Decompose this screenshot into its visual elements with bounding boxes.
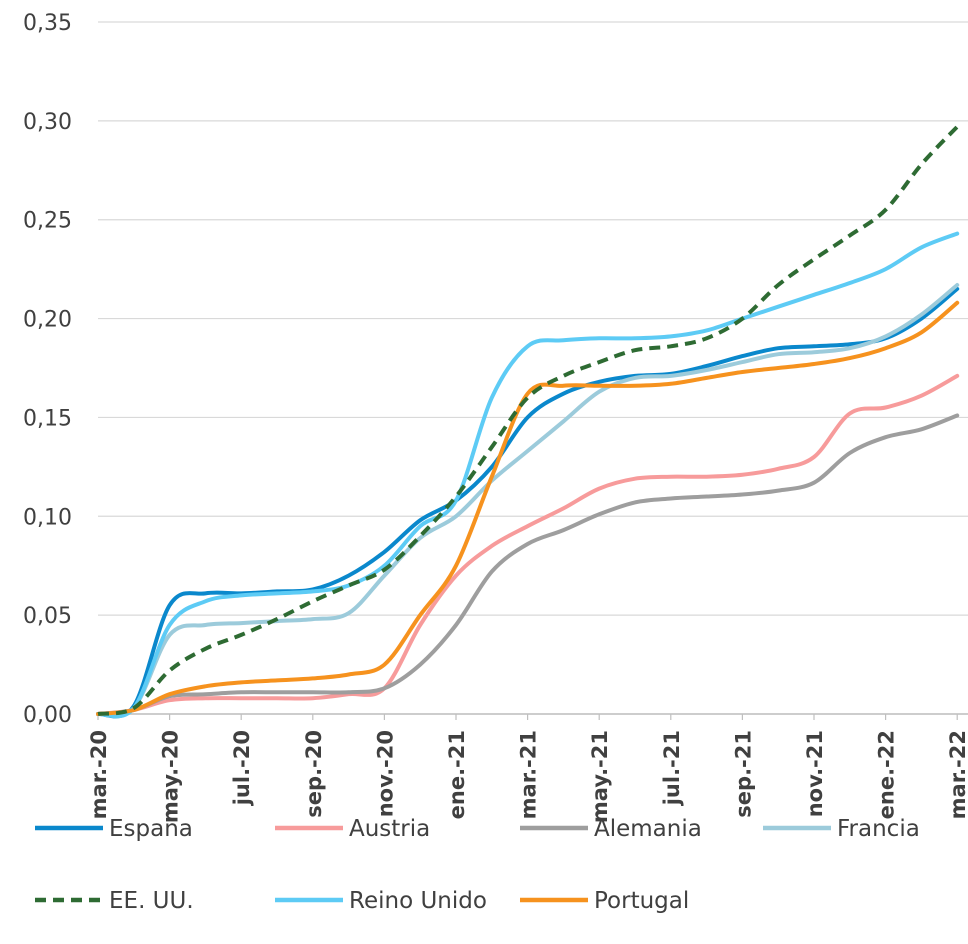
x-tick-label: sep.-20 <box>302 730 326 818</box>
legend-label: Francia <box>837 816 920 842</box>
legend-label: EE. UU. <box>109 888 194 914</box>
x-axis-tick-marks <box>97 714 958 720</box>
y-tick-label: 0,35 <box>23 11 72 36</box>
legend-label: Alemania <box>594 816 702 842</box>
y-tick-label: 0,05 <box>23 604 72 629</box>
x-tick-label: nov.-21 <box>803 730 827 817</box>
series-line <box>96 283 960 718</box>
y-tick-label: 0,20 <box>23 308 72 333</box>
series-lines <box>96 125 960 719</box>
x-axis-ticks: mar.-20 may.-20 jul.-20 sep.-20 nov.-20 ene.-… <box>87 730 968 823</box>
x-tick-label: mar.-22 <box>946 730 968 819</box>
gridlines <box>98 21 968 715</box>
x-tick-label: mar.-21 <box>517 730 541 819</box>
legend-label: Reino Unido <box>349 888 487 914</box>
y-tick-label: 0,10 <box>23 505 72 530</box>
series-line <box>96 231 960 719</box>
y-tick-label: 0,25 <box>23 209 72 234</box>
y-tick-label: 0,00 <box>23 703 72 728</box>
x-tick-label: mar.-20 <box>87 730 111 819</box>
x-tick-label: may.-21 <box>588 730 612 823</box>
x-tick-label: nov.-20 <box>373 730 397 817</box>
legend-label: Portugal <box>594 888 689 914</box>
legend-label: España <box>109 816 193 842</box>
x-tick-label: jul.-21 <box>660 730 684 806</box>
y-axis-ticks: 0,00 0,05 0,10 0,15 0,20 0,25 0,30 0,35 <box>23 11 72 728</box>
series-line <box>96 286 960 719</box>
x-tick-label: ene.-22 <box>875 730 899 819</box>
y-tick-label: 0,15 <box>23 406 72 431</box>
legend-label: Austria <box>349 816 430 842</box>
legend: España Austria Alemania Francia EE. UU. Reino… <box>35 816 920 914</box>
x-tick-label: ene.-21 <box>445 730 469 819</box>
x-tick-label: jul.-20 <box>230 730 254 806</box>
x-tick-label: may.-20 <box>159 730 183 823</box>
series-line <box>96 413 960 716</box>
series-line <box>96 373 960 716</box>
y-tick-label: 0,30 <box>23 110 72 135</box>
series-line <box>97 125 959 716</box>
x-tick-label: sep.-21 <box>731 730 755 818</box>
series-line <box>96 300 960 716</box>
